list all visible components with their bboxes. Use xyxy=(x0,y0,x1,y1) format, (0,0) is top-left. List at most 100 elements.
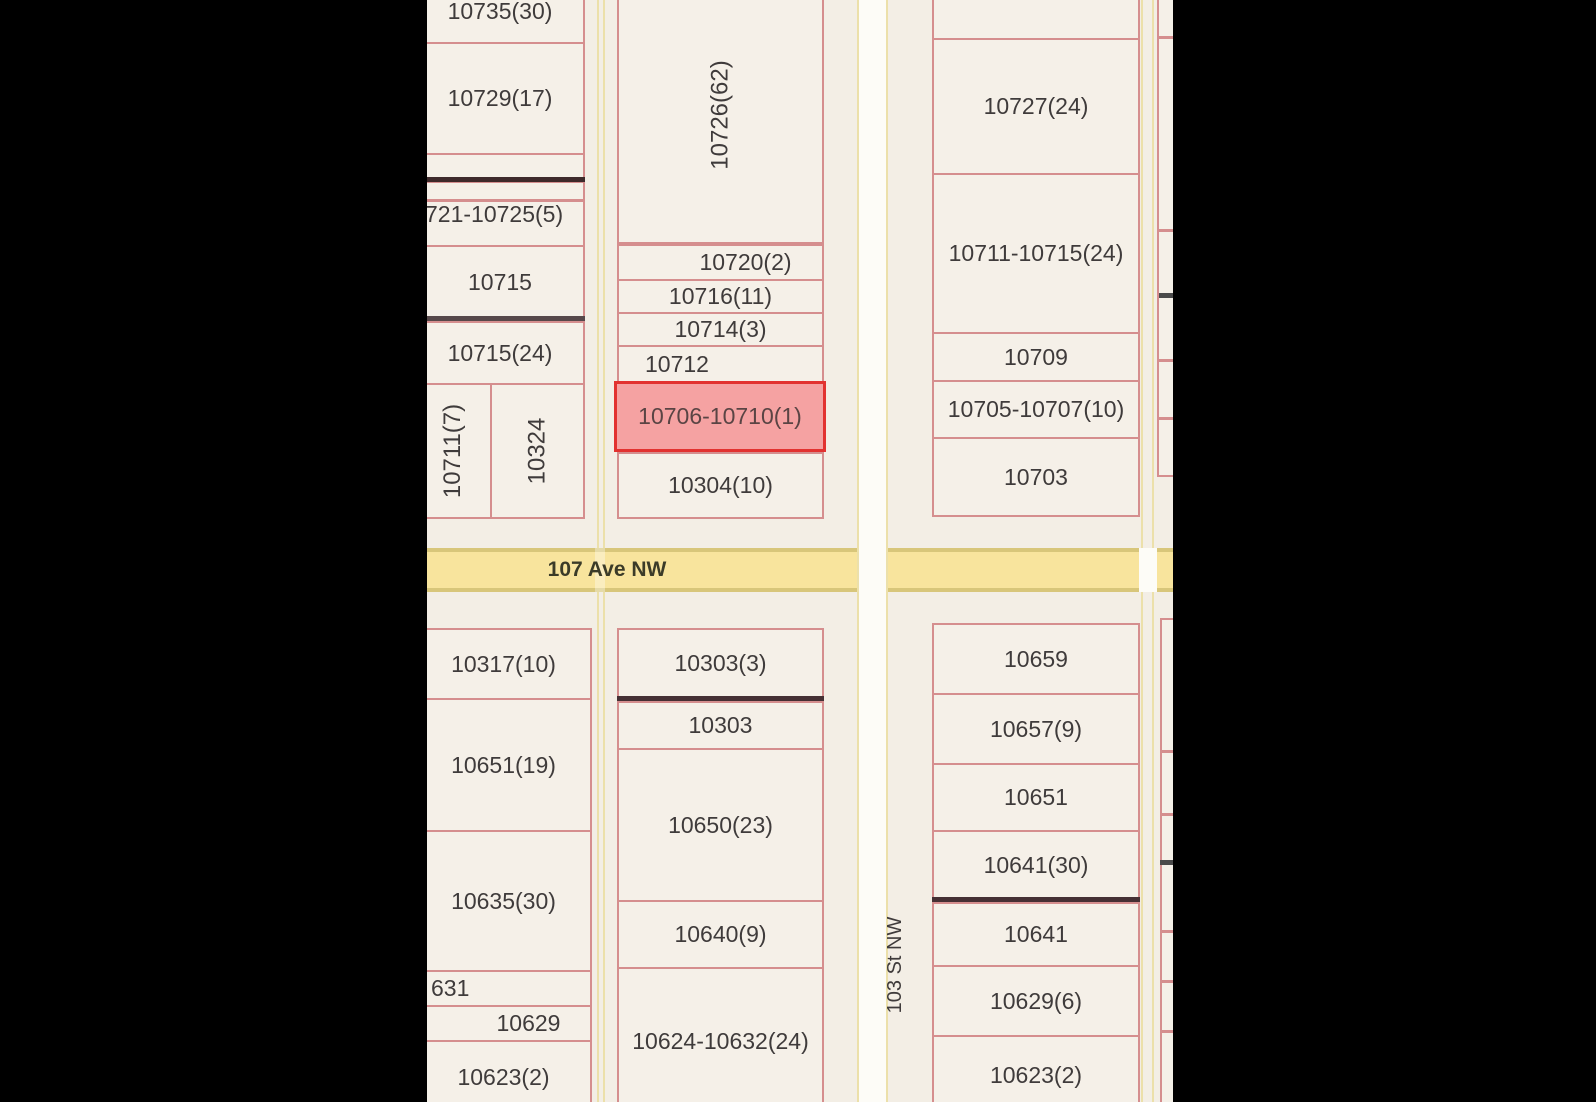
parcel-label: 10703 xyxy=(1004,463,1068,490)
parcel-10657-9[interactable]: 10657(9) xyxy=(932,693,1140,765)
boundary-dark-line xyxy=(617,696,824,701)
parcel-label: 10706-10710(1) xyxy=(638,403,802,429)
parcel-10711-7[interactable]: 10711(7) xyxy=(427,383,492,519)
parcel-label: 631 xyxy=(431,975,470,1001)
parcel-label: 10640(9) xyxy=(674,921,767,947)
parcel-label: 10716(11) xyxy=(668,283,773,309)
boundary-dark-line xyxy=(427,316,585,321)
parcel-10641-30[interactable]: 10641(30) xyxy=(932,830,1140,900)
parcel-label: 10623(2) xyxy=(457,1064,550,1090)
boundary-line xyxy=(1157,229,1173,232)
letterbox-right xyxy=(1173,0,1596,1102)
parcel-10651-19[interactable]: 10651(19) xyxy=(427,698,592,832)
parcel-label: 10657(9) xyxy=(989,715,1083,742)
parcel-label: 10709 xyxy=(1004,343,1068,370)
parcel-unlabeled[interactable] xyxy=(427,153,585,180)
street-label-103-st-nw: 103 St NW xyxy=(883,916,906,1014)
parcel-10735-30[interactable]: 10735(30) xyxy=(427,0,585,44)
parcel-10635-30[interactable]: 10635(30) xyxy=(427,830,592,972)
parcel-label: 10635(30) xyxy=(451,887,556,914)
parcel-label: 10711-10715(24) xyxy=(948,240,1124,266)
boundary-dark-line xyxy=(1159,293,1173,298)
parcel-label: 10651(19) xyxy=(451,751,556,778)
parcel-10715[interactable]: 10715 xyxy=(427,245,585,319)
boundary-dark-line xyxy=(427,177,585,182)
parcel-highlighted-10706-10710-1[interactable]: 10706-10710(1) xyxy=(614,381,826,452)
boundary-line xyxy=(1157,359,1173,362)
parcel-label: 10317(10) xyxy=(451,650,556,677)
parcel-label: 10720(2) xyxy=(699,249,792,275)
parcel-label: 10715 xyxy=(468,268,532,295)
boundary-line xyxy=(1160,813,1173,816)
parcel-10716-11[interactable]: 10716(11) xyxy=(617,279,824,314)
parcel-10711-10715-24[interactable]: 10711-10715(24) xyxy=(932,173,1140,334)
parcel-10714-3[interactable]: 10714(3) xyxy=(617,312,824,347)
parcel-10629-6[interactable]: 10629(6) xyxy=(932,965,1140,1037)
parcel-10709[interactable]: 10709 xyxy=(932,332,1140,382)
parcel-10624-10632-24[interactable]: 10624-10632(24) xyxy=(617,967,824,1102)
parcel-label: 10651 xyxy=(1004,784,1068,810)
parcel-10659[interactable]: 10659 xyxy=(932,623,1140,695)
parcel-label: 10650(23) xyxy=(668,811,773,838)
parcel-label: 10727(24) xyxy=(983,93,1089,119)
parcel-10727-24[interactable]: 10727(24) xyxy=(932,38,1140,175)
parcel-unlabeled[interactable] xyxy=(932,0,1140,40)
parcel-10623-2-south[interactable]: 10623(2) xyxy=(932,1035,1140,1102)
parcel-10720-2[interactable]: 10720(2) xyxy=(617,244,824,281)
parcel-10640-9[interactable]: 10640(9) xyxy=(617,900,824,969)
boundary-line xyxy=(1160,1030,1173,1033)
parcel-label: 10304(10) xyxy=(668,472,773,498)
parcel-10705-10707-10[interactable]: 10705-10707(10) xyxy=(932,380,1140,439)
parcel-label: 10624-10632(24) xyxy=(632,1027,809,1054)
parcel-10303-3[interactable]: 10303(3) xyxy=(617,628,824,699)
map-canvas[interactable]: 10735(30) 10729(17) 721-10725(5) 10715 1… xyxy=(427,0,1173,1102)
parcel-label: 10641 xyxy=(1004,921,1068,947)
boundary-dark-line xyxy=(932,897,1140,902)
parcel-10629[interactable]: 10629 xyxy=(427,1005,592,1042)
parcel-label: 10629(6) xyxy=(989,987,1083,1014)
parcel-label: 10726(62) xyxy=(706,59,734,170)
parcel-label: 10303 xyxy=(688,712,753,738)
parcel-10726-62[interactable]: 10726(62) xyxy=(617,0,824,244)
parcel-label: 10714(3) xyxy=(674,316,767,342)
parcel-label: 10715(24) xyxy=(447,339,553,366)
boundary-line xyxy=(1160,980,1173,983)
parcel-10729-17[interactable]: 10729(17) xyxy=(427,42,585,155)
parcel-10703[interactable]: 10703 xyxy=(932,437,1140,517)
parcel-10623-2[interactable]: 10623(2) xyxy=(427,1040,592,1102)
boundary-line xyxy=(427,199,585,202)
boundary-line xyxy=(1160,930,1173,933)
street-label-107-ave-nw: 107 Ave NW xyxy=(547,558,667,581)
parcel-10317-10[interactable]: 10317(10) xyxy=(427,628,592,700)
parcel-10651[interactable]: 10651 xyxy=(932,763,1140,832)
letterbox-left xyxy=(0,0,427,1102)
parcel-10721-10725-5[interactable]: 721-10725(5) xyxy=(427,181,585,247)
parcel-partial-column[interactable] xyxy=(1157,0,1173,477)
parcel-label: 10711(7) xyxy=(439,403,467,499)
parcel-label: 721-10725(5) xyxy=(427,200,568,228)
parcel-10324[interactable]: 10324 xyxy=(490,383,585,519)
parcel-10650-23[interactable]: 10650(23) xyxy=(617,748,824,902)
boundary-dark-line xyxy=(1160,860,1173,865)
parcel-10303[interactable]: 10303 xyxy=(617,701,824,750)
parcel-label: 10735(30) xyxy=(447,0,553,24)
lane-crossing xyxy=(1139,548,1157,592)
boundary-line xyxy=(1157,36,1173,39)
road-107-ave-nw xyxy=(427,548,1173,592)
alley-crossing xyxy=(595,548,605,592)
boundary-line xyxy=(1157,417,1173,420)
parcel-label: 10659 xyxy=(1004,645,1068,672)
parcel-label: 10324 xyxy=(523,417,551,485)
parcel-10715-24[interactable]: 10715(24) xyxy=(427,321,585,385)
parcel-10631[interactable]: 631 xyxy=(427,970,592,1007)
parcel-10304-10[interactable]: 10304(10) xyxy=(617,452,824,519)
parcel-10712[interactable]: 10712 xyxy=(617,345,824,384)
parcel-label: 10629 xyxy=(496,1010,561,1036)
parcel-label: 10623(2) xyxy=(989,1061,1083,1088)
parcel-label: 10303(3) xyxy=(674,650,767,676)
parcel-label: 10641(30) xyxy=(983,851,1089,878)
boundary-line xyxy=(1160,750,1173,753)
road-103-st-nw xyxy=(857,0,888,1102)
parcel-10641[interactable]: 10641 xyxy=(932,902,1140,967)
